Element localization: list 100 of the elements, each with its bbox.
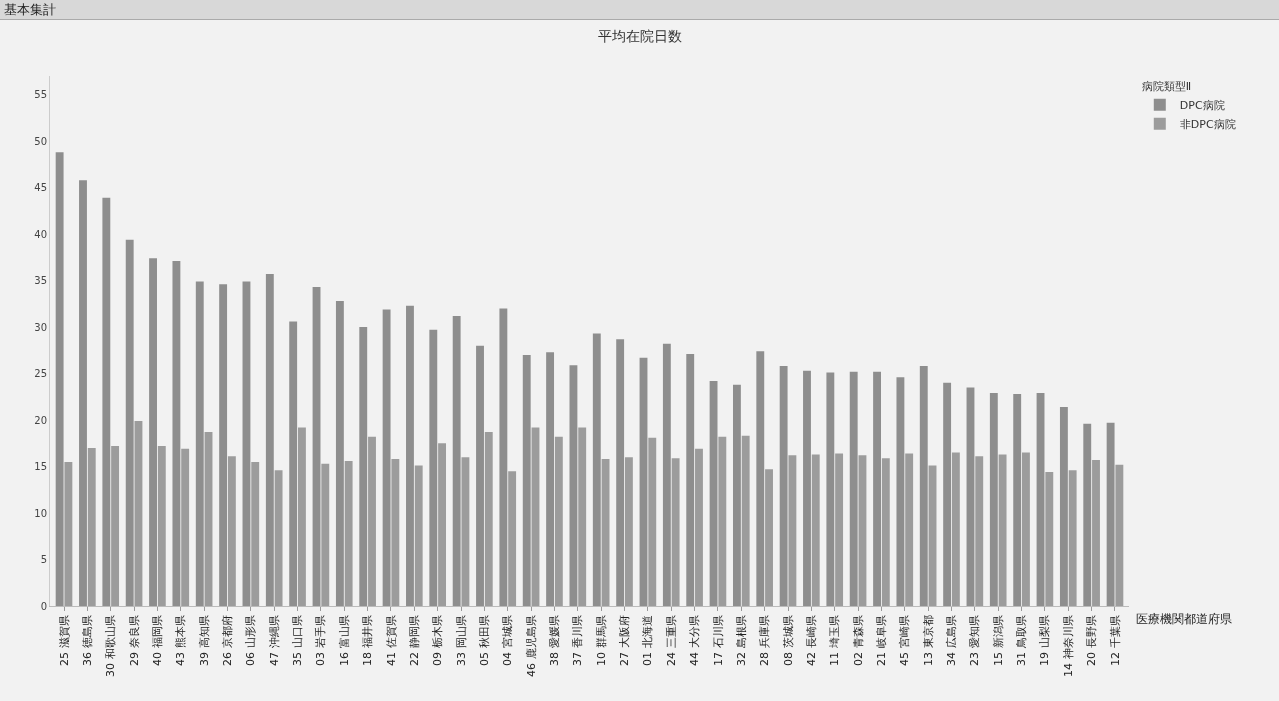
bar [414, 465, 423, 606]
bar [1083, 423, 1092, 606]
bar [919, 366, 928, 606]
bar [368, 436, 376, 606]
legend-label: DPC病院 [1179, 99, 1225, 113]
bar [686, 354, 695, 606]
x-tick-label: 14 神奈川県 [1061, 615, 1075, 677]
y-tick-label: 45 [34, 182, 47, 194]
x-tick-label: 37 香川県 [571, 615, 585, 666]
x-tick-label: 31 鳥取県 [1015, 615, 1029, 666]
bar [896, 377, 905, 606]
x-tick-label: 47 沖縄県 [267, 615, 281, 666]
bar [741, 435, 750, 606]
bar [998, 454, 1007, 606]
bar [601, 459, 610, 606]
bar [157, 446, 166, 606]
x-tick-label: 43 熊本県 [174, 615, 188, 666]
bar [344, 460, 353, 606]
x-tick-label: 25 滋賀県 [57, 615, 71, 666]
x-tick-label: 35 山口県 [291, 615, 305, 666]
y-tick-label: 55 [34, 89, 47, 101]
x-tick-label: 20 長野県 [1085, 615, 1099, 666]
bar [546, 352, 555, 606]
bar [592, 333, 601, 606]
bar [406, 305, 414, 606]
bar [274, 470, 283, 606]
x-tick-label: 01 北海道 [641, 615, 655, 666]
bar [438, 443, 447, 606]
y-tick-label: 10 [34, 507, 47, 519]
bar [811, 454, 820, 606]
chart-title: 平均在院日数 [597, 28, 682, 44]
bar [695, 448, 703, 606]
y-tick-label: 5 [40, 554, 47, 566]
bar [111, 446, 120, 606]
x-tick-label: 30 和歌山県 [104, 615, 118, 677]
bar [172, 261, 181, 606]
x-tick-label: 34 広島県 [945, 615, 959, 666]
x-tick-label: 33 岡山県 [454, 615, 468, 666]
text: 基本集計 [0, 0, 1279, 20]
x-tick-label: 28 兵庫県 [758, 615, 772, 666]
bar [624, 457, 633, 606]
x-tick-label: 44 大分県 [688, 615, 702, 666]
x-tick-label: 23 愛知県 [968, 615, 982, 666]
bar [989, 393, 998, 606]
bar [265, 274, 274, 606]
x-tick-label: 42 長崎県 [804, 615, 818, 666]
x-tick-label: 21 岐阜県 [875, 615, 889, 666]
bar [835, 453, 844, 606]
bar [484, 432, 493, 606]
y-tick-label: 30 [34, 321, 47, 333]
x-tick-label: 09 栃木県 [431, 615, 445, 666]
bar [1013, 394, 1022, 606]
x-tick-label: 40 福岡県 [151, 615, 164, 666]
x-tick-label: 29 奈良県 [127, 615, 141, 666]
x-tick-label: 02 青森県 [851, 615, 865, 666]
x-tick-label: 04 宮城県 [501, 615, 515, 666]
bar [102, 197, 111, 606]
bar [905, 453, 914, 606]
bar [881, 458, 890, 606]
bar [227, 456, 236, 606]
bar [181, 448, 190, 606]
bar [335, 301, 344, 606]
x-tick-label: 36 徳島県 [80, 615, 94, 666]
y-tick-label: 20 [34, 414, 47, 426]
x-tick-label: 10 群馬県 [594, 615, 608, 666]
bar [578, 427, 587, 606]
x-tick-label: 39 高知県 [197, 615, 211, 666]
bar [289, 321, 298, 606]
x-tick-label: 08 茨城県 [781, 615, 795, 666]
x-tick-label: 17 石川県 [711, 615, 725, 666]
x-tick-label: 46 鹿児島県 [524, 615, 538, 677]
bar [662, 343, 671, 606]
bar [476, 345, 484, 606]
y-tick-label: 40 [34, 228, 47, 240]
bar [951, 452, 960, 606]
bar [1059, 407, 1068, 606]
y-tick-label: 50 [34, 135, 47, 147]
bar [873, 371, 881, 606]
y-tick-label: 0 [40, 600, 47, 612]
bar [87, 447, 96, 606]
x-tick-label: 03 岩手県 [314, 615, 328, 666]
x-axis-title: 医療機関都道府県 [1136, 612, 1232, 626]
x-tick-label: 38 愛媛県 [548, 615, 562, 666]
bar [616, 339, 625, 606]
bar [671, 458, 680, 606]
x-tick-label: 32 島根県 [734, 615, 748, 666]
bar [79, 180, 87, 606]
x-tick-label: 18 福井県 [361, 615, 375, 666]
legend-label: 非DPC病院 [1179, 118, 1236, 132]
x-tick-label: 27 大阪府 [618, 615, 632, 666]
x-tick-label: 11 埼玉県 [828, 615, 842, 666]
x-tick-label: 45 宮崎県 [898, 615, 912, 666]
bar [1092, 460, 1100, 606]
bar [149, 258, 157, 606]
bar [508, 471, 517, 606]
y-tick-label: 35 [34, 275, 47, 287]
bar [499, 308, 508, 606]
bar [943, 382, 952, 606]
x-tick-label: 22 静岡県 [407, 615, 421, 666]
x-tick-label: 24 三重県 [664, 615, 678, 666]
